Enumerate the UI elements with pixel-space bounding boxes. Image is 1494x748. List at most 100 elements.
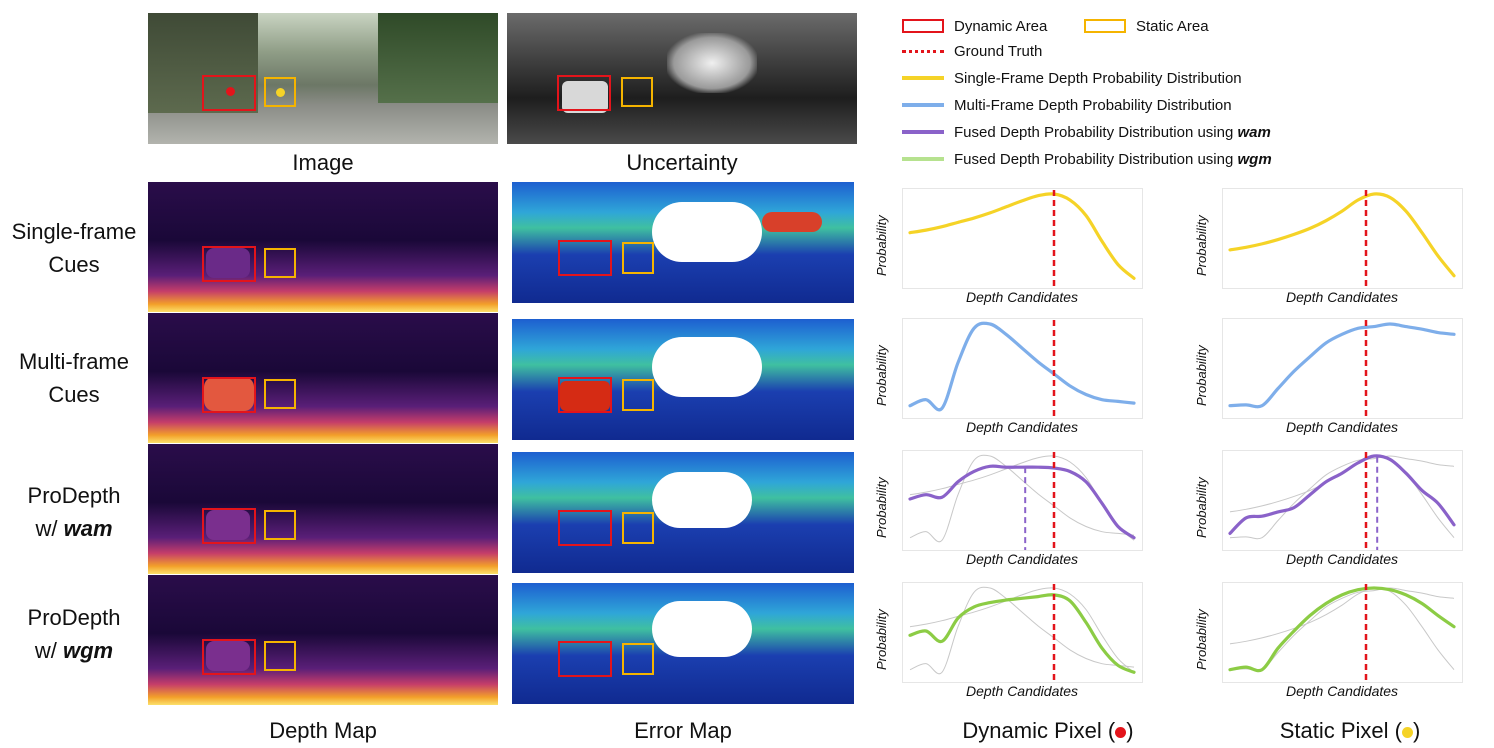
- dynamic-area-box: [558, 641, 612, 677]
- dynamic-area-box: [558, 377, 612, 413]
- series-line: [1228, 322, 1456, 409]
- plot-dynamic-multi: Depth Candidates: [902, 318, 1162, 436]
- dynamic-pixel-dot: [226, 87, 235, 96]
- error-map-wam: [512, 452, 854, 573]
- plot-svg: [902, 450, 1143, 551]
- x-axis-label: Depth Candidates: [1285, 289, 1399, 305]
- dynamic-area-box: [202, 246, 256, 282]
- plot-static-single: Depth Candidates: [1222, 188, 1482, 306]
- plot-dynamic-single: Depth Candidates: [902, 188, 1162, 306]
- static-area-box: [622, 643, 654, 675]
- plot-svg: [1222, 582, 1463, 683]
- legend-dynamic-area: Dynamic Area: [902, 15, 1047, 37]
- ghost-line-0: [909, 587, 1135, 673]
- x-axis-label: Depth Candidates: [1285, 551, 1399, 567]
- ghost-line-1: [1229, 587, 1455, 672]
- y-axis-label: Probability: [1194, 609, 1209, 670]
- x-axis-label: Depth Candidates: [965, 683, 1079, 699]
- legend-wam: Fused Depth Probability Distribution usi…: [902, 121, 1271, 143]
- y-axis-label: Probability: [1194, 477, 1209, 538]
- static-area-box: [622, 379, 654, 411]
- plot-frame: [902, 582, 1143, 683]
- red-dot-icon: [1115, 726, 1127, 738]
- y-axis-label: Probability: [874, 345, 889, 406]
- row-label-single: Single-frame Cues: [11, 219, 137, 277]
- legend-wgm: Fused Depth Probability Distribution usi…: [902, 148, 1272, 170]
- image-caption: Image: [292, 150, 354, 175]
- dynamic-area-box: [558, 510, 612, 546]
- depth-map-caption: Depth Map: [269, 718, 377, 743]
- uncertainty-caption: Uncertainty: [626, 150, 738, 175]
- plot-frame: [1222, 318, 1463, 419]
- legend-static-area: Static Area: [1084, 15, 1209, 37]
- ghost-line-1: [909, 454, 1135, 543]
- static-area-box: [264, 510, 296, 540]
- plot-frame: [1222, 188, 1463, 289]
- dynamic-area-box: [557, 75, 611, 111]
- series-line: [1228, 586, 1456, 673]
- plot-svg: [1222, 450, 1463, 551]
- plot-frame: [902, 450, 1143, 551]
- static-area-box: [622, 242, 654, 274]
- dynamic-area-box: [202, 639, 256, 675]
- plot-dynamic-wgm: Depth Candidates: [902, 582, 1162, 700]
- ghost-line-1: [909, 586, 1135, 675]
- series-line: [908, 192, 1136, 280]
- error-map-multi: [512, 319, 854, 440]
- static-area-box: [264, 77, 296, 107]
- static-area-box: [622, 512, 654, 544]
- plot-svg: [1222, 318, 1463, 419]
- ghost-line-0: [1229, 455, 1455, 539]
- plot-frame: [1222, 450, 1463, 551]
- dynamic-area-box: [202, 75, 256, 111]
- static-area-box: [264, 379, 296, 409]
- depth-map-single: [148, 182, 498, 312]
- series-line: [1228, 454, 1456, 535]
- x-axis-label: Depth Candidates: [1285, 683, 1399, 699]
- static-pixel-dot: [276, 88, 285, 97]
- dynamic-area-box: [558, 240, 612, 276]
- input-image: [148, 13, 498, 144]
- yellow-dot-icon: [1401, 726, 1413, 738]
- series-line: [908, 593, 1136, 674]
- plot-svg: [902, 318, 1143, 419]
- row-label-wgm: ProDepth w/ wgm: [27, 605, 121, 663]
- plot-svg: [902, 188, 1143, 289]
- plot-static-multi: Depth Candidates: [1222, 318, 1482, 436]
- dynamic-area-box: [202, 377, 256, 413]
- row-label-wam: ProDepth w/ wam: [27, 483, 121, 541]
- ghost-line-0: [1229, 587, 1455, 671]
- plot-frame: [1222, 582, 1463, 683]
- row-label-multi: Multi-frame Cues: [18, 349, 129, 407]
- plot-frame: [902, 318, 1143, 419]
- plot-svg: [1222, 188, 1463, 289]
- series-line: [908, 321, 1136, 412]
- uncertainty-map: [507, 13, 857, 144]
- x-axis-label: Depth Candidates: [965, 551, 1079, 567]
- x-axis-label: Depth Candidates: [1285, 419, 1399, 435]
- dynamic-pixel-caption: Dynamic Pixel (): [962, 718, 1134, 743]
- y-axis-label: Probability: [874, 609, 889, 670]
- legend-multi: Multi-Frame Depth Probability Distributi…: [902, 94, 1232, 116]
- y-axis-label: Probability: [874, 215, 889, 276]
- error-map-wgm: [512, 583, 854, 704]
- y-axis-label: Probability: [874, 477, 889, 538]
- plot-frame: [902, 188, 1143, 289]
- depth-map-multi: [148, 313, 498, 443]
- ghost-line-1: [1229, 455, 1455, 540]
- plot-static-wgm: Depth Candidates: [1222, 582, 1482, 700]
- static-area-box: [621, 77, 653, 107]
- dynamic-area-box: [202, 508, 256, 544]
- y-axis-label: Probability: [1194, 215, 1209, 276]
- plot-static-wam: Depth Candidates: [1222, 450, 1482, 568]
- series-line: [908, 464, 1136, 540]
- plot-dynamic-wam: Depth Candidates: [902, 450, 1162, 568]
- plot-svg: [902, 582, 1143, 683]
- legend-ground-truth: Ground Truth: [902, 40, 1042, 62]
- y-axis-label: Probability: [1194, 345, 1209, 406]
- series-line: [1228, 192, 1456, 278]
- static-area-box: [264, 641, 296, 671]
- static-pixel-caption: Static Pixel (): [1279, 718, 1421, 743]
- static-area-box: [264, 248, 296, 278]
- x-axis-label: Depth Candidates: [965, 289, 1079, 305]
